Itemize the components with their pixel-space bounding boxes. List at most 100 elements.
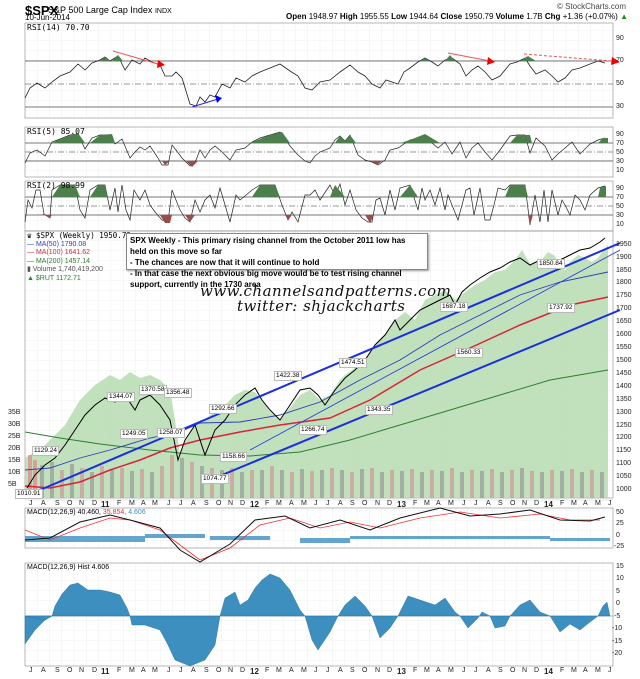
rsi14-tick: 90	[616, 35, 624, 42]
hist-tick: 0	[616, 600, 620, 607]
x-tick: J	[314, 667, 318, 674]
hist-tick: 5	[616, 588, 620, 595]
price-label: 1344.07	[107, 392, 135, 402]
x-tick: D	[534, 667, 540, 674]
legend-ma200-text: MA(200) 1457.14	[35, 257, 91, 265]
high-value: 1955.55	[359, 12, 389, 21]
price-label: 1687.18	[440, 302, 468, 312]
price-tick: 1300	[616, 409, 632, 416]
x-tick: A	[338, 667, 343, 674]
stockcharts-logo[interactable]: © StockCharts.com	[556, 2, 626, 11]
x-tick: N	[375, 667, 381, 674]
x-tick-year: 11	[101, 667, 110, 676]
price-label: 1422.38	[274, 371, 302, 381]
price-label: 1737.92	[547, 303, 575, 313]
rsi5-tick: 90	[616, 131, 624, 138]
x-tick: M	[129, 500, 135, 507]
name-text: S&P 500 Large Cap Index	[48, 5, 153, 15]
x-tick: F	[265, 667, 270, 674]
volume-tick: 25B	[8, 433, 21, 440]
watermark-twitter: twitter: shjackcharts	[237, 297, 406, 315]
x-tick: N	[228, 667, 234, 674]
x-tick: M	[448, 500, 454, 507]
x-tick: J	[326, 667, 330, 674]
x-tick: A	[583, 667, 588, 674]
price-tick: 1350	[616, 396, 632, 403]
price-label: 1370.58	[139, 385, 167, 395]
x-tick: A	[436, 667, 441, 674]
price-label: 1850.84	[537, 259, 565, 269]
x-tick: F	[560, 667, 565, 674]
x-tick: J	[608, 500, 612, 507]
x-tick: A	[436, 500, 441, 507]
x-tick: F	[117, 500, 122, 507]
hist-tick: 15	[616, 563, 624, 570]
x-tick: A	[191, 667, 196, 674]
x-tick: O	[510, 667, 516, 674]
annotation-line3: - In that case the next obvious big move…	[130, 269, 402, 289]
price-label: 1266.74	[299, 425, 327, 435]
price-label: 1356.48	[164, 388, 192, 398]
price-label: 1249.05	[120, 429, 148, 439]
rsi14-panel	[24, 22, 620, 119]
x-tick: O	[216, 500, 222, 507]
x-tick: A	[289, 500, 294, 507]
x-tick: O	[67, 667, 73, 674]
x-tick: S	[55, 500, 60, 507]
x-tick: A	[141, 667, 146, 674]
hist-tick: -10	[612, 625, 623, 632]
x-tick: J	[179, 667, 183, 674]
x-tick: M	[595, 667, 601, 674]
rsi2-tick: 50	[616, 203, 624, 210]
volume-label: Volume	[495, 12, 524, 21]
volume-tick: 15B	[8, 457, 21, 464]
rsi2-tick: 90	[616, 185, 624, 192]
x-tick: N	[522, 667, 528, 674]
price-label: 1129.24	[32, 446, 60, 456]
x-tick: D	[387, 667, 393, 674]
x-tick-year: 14	[544, 500, 553, 509]
x-tick: F	[413, 500, 418, 507]
price-tick: 1400	[616, 383, 632, 390]
hist-tick: -20	[612, 650, 623, 657]
rsi14-tick: 30	[616, 103, 624, 110]
macd-hist-value: 4.606	[128, 509, 146, 516]
price-tick: 1950	[616, 241, 632, 248]
price-tick: 1050	[616, 473, 632, 480]
price-tick: 1200	[616, 434, 632, 441]
x-tick: S	[204, 500, 209, 507]
rsi5-tick: 10	[616, 167, 624, 174]
price-tick: 1800	[616, 279, 632, 286]
x-tick: J	[29, 500, 33, 507]
x-tick: D	[387, 500, 393, 507]
legend-ma100: — MA(100) 1641.62	[27, 249, 91, 256]
x-tick: S	[350, 667, 355, 674]
x-tick: S	[204, 667, 209, 674]
macd-value: MACD(12,26,9) 40.460,	[27, 509, 101, 516]
security-name: S&P 500 Large Cap Index INDX	[48, 5, 172, 15]
x-tick: A	[338, 500, 343, 507]
price-tick: 1850	[616, 267, 632, 274]
x-tick: J	[29, 667, 33, 674]
macd-hist-label: MACD(12,26,9) Hist 4.606	[27, 564, 110, 571]
macd-tick: 25	[616, 520, 624, 527]
x-tick: S	[350, 500, 355, 507]
x-tick: A	[41, 500, 46, 507]
macd-label: MACD(12,26,9) 40.460, 35.854, 4.606	[27, 509, 146, 516]
x-tick: S	[498, 667, 503, 674]
x-tick: A	[289, 667, 294, 674]
price-label: 1158.66	[220, 452, 248, 462]
annotation-line1: SPX Weekly - This primary rising channel…	[130, 236, 406, 256]
x-tick: A	[191, 500, 196, 507]
x-tick: J	[474, 500, 478, 507]
close-value: 1950.79	[464, 12, 494, 21]
x-tick-year: 13	[397, 500, 406, 509]
rsi2-label: RSI(2) 98.99	[27, 181, 85, 190]
x-tick: N	[79, 500, 85, 507]
annotation-line2: - The chances are now that it will conti…	[130, 258, 320, 267]
x-tick: D	[240, 500, 246, 507]
price-legend: ♛ $SPX (Weekly) 1950.79 — MA(50) 1790.08…	[27, 231, 131, 283]
legend-volume-text: Volume 1,740,419,200	[32, 266, 103, 273]
x-tick-year: 12	[250, 667, 259, 676]
